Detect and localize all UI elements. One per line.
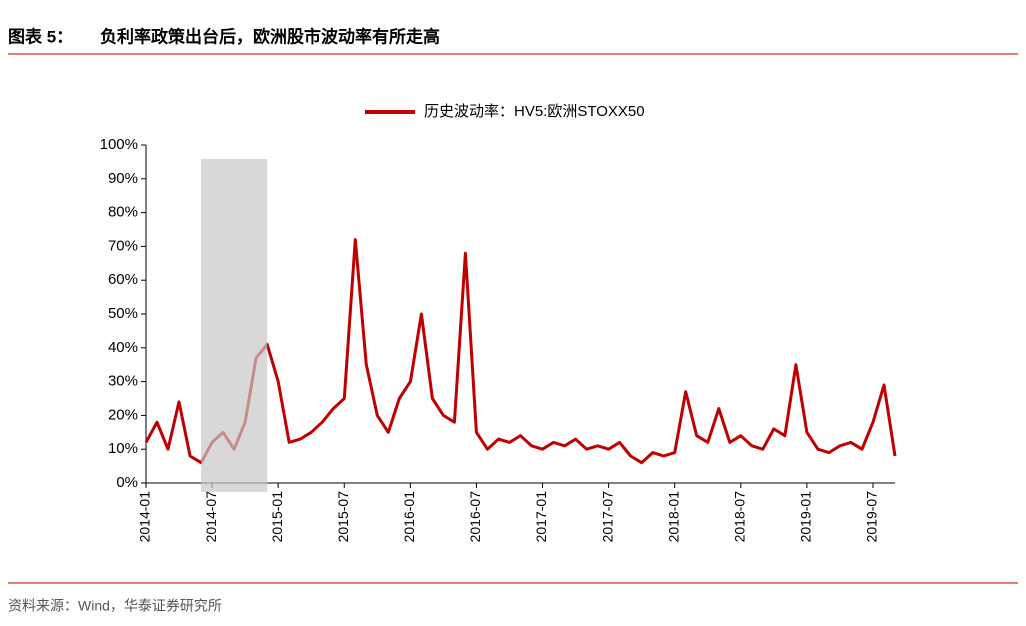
y-tick-label: 100% bbox=[100, 136, 138, 153]
y-tick-label: 20% bbox=[108, 406, 138, 423]
y-tick-label: 60% bbox=[108, 271, 138, 288]
x-tick-label: 2019-07 bbox=[864, 491, 880, 543]
y-tick-label: 30% bbox=[108, 373, 138, 390]
figure-label: 图表 5： bbox=[8, 26, 73, 46]
x-tick-label: 2019-01 bbox=[798, 491, 814, 543]
x-tick-label: 2014-07 bbox=[203, 491, 219, 543]
y-tick-label: 10% bbox=[108, 440, 138, 457]
y-tick-label: 0% bbox=[116, 474, 138, 491]
y-tick-label: 80% bbox=[108, 204, 138, 221]
x-tick-label: 2016-01 bbox=[401, 491, 417, 543]
y-tick-label: 50% bbox=[108, 305, 138, 322]
x-tick-label: 2018-01 bbox=[665, 491, 681, 543]
y-tick-label: 90% bbox=[108, 170, 138, 187]
x-tick-label: 2015-01 bbox=[269, 491, 285, 543]
y-tick-label: 40% bbox=[108, 339, 138, 356]
legend-label: 历史波动率：HV5:欧洲STOXX50 bbox=[424, 103, 645, 120]
x-tick-label: 2018-07 bbox=[731, 491, 747, 543]
chart-title: 负利率政策出台后，欧洲股市波动率有所走高 bbox=[100, 26, 440, 46]
y-tick-label: 70% bbox=[108, 237, 138, 254]
x-tick-label: 2014-01 bbox=[137, 491, 153, 543]
x-tick-label: 2017-01 bbox=[533, 491, 549, 543]
source: 资料来源：Wind，华泰证券研究所 bbox=[8, 598, 222, 614]
x-tick-label: 2017-07 bbox=[599, 491, 615, 543]
series-line bbox=[144, 238, 897, 465]
x-tick-label: 2015-07 bbox=[335, 491, 351, 543]
x-tick-label: 2016-07 bbox=[467, 491, 483, 543]
shaded-period bbox=[201, 159, 268, 492]
